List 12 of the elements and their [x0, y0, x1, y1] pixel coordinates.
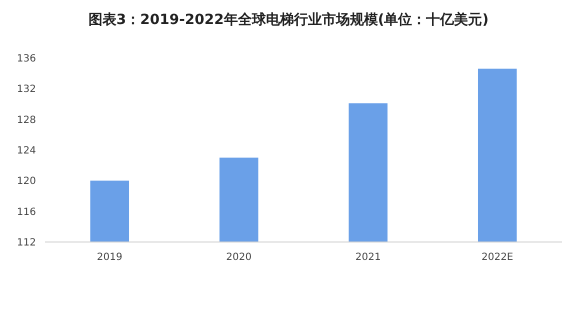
y-tick-label: 132 [16, 84, 36, 96]
chart-title: 图表3：2019-2022年全球电梯行业市场规模(单位：十亿美元) [88, 11, 489, 28]
y-tick-label: 124 [16, 146, 36, 156]
y-tick-label: 112 [16, 238, 36, 248]
y-tick-label: 116 [16, 206, 36, 218]
x-tick-label: 2020 [226, 252, 252, 263]
y-tick-label: 128 [16, 114, 36, 126]
y-tick-label: 120 [16, 176, 36, 188]
x-tick-label: 2022E [481, 252, 514, 263]
x-tick-label: 2019 [96, 252, 122, 263]
x-tick-label: 2021 [355, 252, 381, 263]
y-tick-label: 136 [16, 54, 36, 64]
